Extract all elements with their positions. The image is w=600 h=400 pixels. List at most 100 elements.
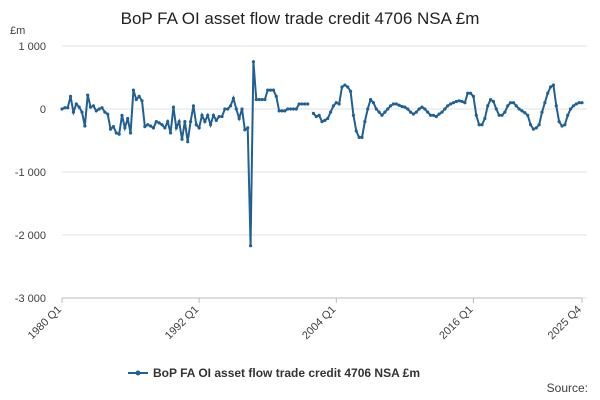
x-tick-label: 2025 Q4 [546,304,584,342]
data-point [540,110,544,114]
data-point [466,91,470,95]
data-point [131,88,136,92]
data-point [88,105,93,109]
data-point [220,114,224,119]
data-point [366,107,370,111]
data-point [343,83,347,87]
data-point [423,107,427,111]
data-point [246,126,250,130]
data-point [494,107,498,111]
data-point [428,113,433,117]
data-point [446,104,450,108]
data-point [103,110,107,114]
data-point [203,120,207,124]
data-point [563,123,567,127]
data-point [186,140,190,144]
data-point [206,113,210,117]
data-point [311,111,316,116]
data-point [480,123,484,127]
data-point [440,110,444,114]
data-point [483,116,487,121]
data-point [128,131,133,135]
data-point [457,99,461,103]
data-point [157,121,161,125]
data-point [348,89,353,93]
data-point [377,110,381,114]
data-point [403,105,407,109]
data-point [374,107,378,111]
data-point [91,104,96,108]
data-point [126,116,130,121]
data-point [477,123,481,127]
data-point [400,104,404,109]
legend-label: BoP FA OI asset flow trade credit 4706 N… [153,366,420,380]
data-point [526,113,530,117]
data-point [228,104,233,108]
data-point [280,109,284,113]
data-point [354,129,358,133]
x-tick-label: 2004 Q1 [300,304,338,342]
data-point [80,110,84,114]
y-tick-label: 0 [40,104,46,116]
data-point [500,113,504,117]
data-point [223,107,227,111]
data-point [226,107,230,111]
data-point [151,126,156,130]
data-point [451,101,456,105]
data-point [386,107,390,111]
source: Source: [547,381,588,395]
data-point [108,127,113,131]
data-point [291,107,296,111]
data-point [71,110,76,114]
data-point [454,99,458,104]
data-point [63,106,67,110]
data-point [148,124,153,128]
data-point [320,120,324,124]
data-point [143,125,147,129]
x-tick-label: 1980 Q1 [26,304,64,342]
data-point [297,102,301,106]
data-point [448,102,453,106]
data-point [248,244,253,248]
data-point [397,103,401,107]
data-point [486,104,490,108]
data-point [268,88,273,92]
data-point [406,107,410,111]
data-point [417,107,421,111]
data-point [263,97,267,102]
data-point [577,101,581,105]
data-point [357,135,361,139]
data-point [523,111,527,115]
data-point [234,107,238,111]
data-point [294,107,298,111]
data-point [431,113,436,117]
data-point [437,112,441,116]
data-point [174,126,178,130]
data-point [574,102,578,106]
data-point [254,97,258,102]
data-point [68,94,73,98]
data-point [534,126,538,130]
y-tick-label: -1 000 [15,167,46,179]
data-point [154,120,158,124]
data-point [548,85,553,89]
data-point [388,104,393,108]
data-point [117,132,121,136]
data-point [497,113,501,117]
data-point [363,120,367,124]
data-point [571,104,576,108]
data-point [346,85,350,89]
data-point [460,99,464,104]
data-point [434,114,438,119]
y-tick-label: -2 000 [15,230,46,242]
data-point [468,91,473,95]
data-point [543,101,547,105]
data-point [260,97,264,102]
data-point [528,123,533,127]
data-point [337,102,341,106]
data-point [106,112,110,116]
data-point [508,101,513,105]
data-point [114,131,118,135]
data-point [488,97,493,102]
data-point [166,120,170,124]
